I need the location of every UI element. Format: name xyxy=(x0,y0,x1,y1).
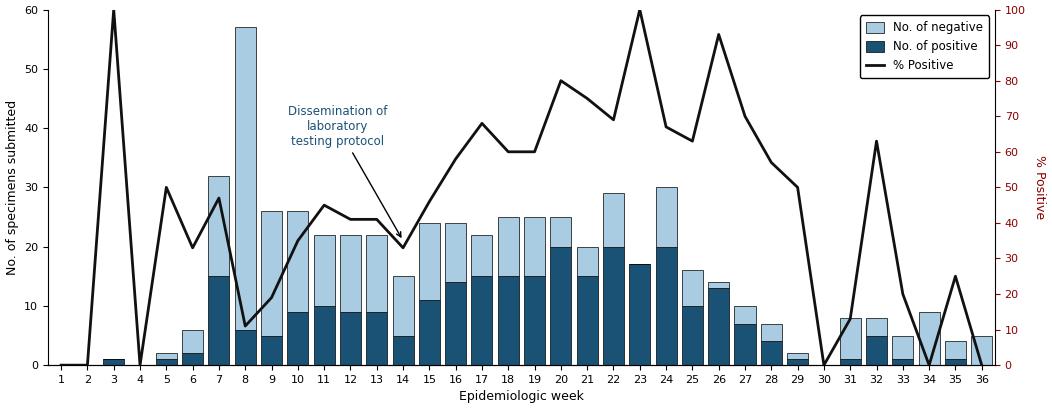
X-axis label: Epidemiologic week: Epidemiologic week xyxy=(459,391,584,403)
Bar xyxy=(445,282,466,365)
Bar xyxy=(629,264,650,365)
Bar xyxy=(971,335,992,365)
Bar xyxy=(103,359,124,365)
Bar xyxy=(524,217,545,276)
Bar xyxy=(945,342,966,359)
Bar xyxy=(761,324,782,342)
Bar xyxy=(340,312,361,365)
Bar xyxy=(392,276,413,335)
Bar xyxy=(419,300,440,365)
Bar xyxy=(471,235,492,276)
Bar xyxy=(524,276,545,365)
Bar xyxy=(366,312,387,365)
Bar xyxy=(498,217,519,276)
Bar xyxy=(261,211,282,335)
Bar xyxy=(734,306,755,324)
Legend: No. of negative, No. of positive, % Positive: No. of negative, No. of positive, % Posi… xyxy=(861,16,989,78)
Bar xyxy=(235,330,256,365)
Bar xyxy=(208,276,229,365)
Bar xyxy=(498,276,519,365)
Bar xyxy=(287,312,308,365)
Bar xyxy=(655,187,676,247)
Bar xyxy=(655,247,676,365)
Bar xyxy=(182,330,203,353)
Bar xyxy=(787,359,808,365)
Bar xyxy=(261,335,282,365)
Text: Dissemination of
laboratory
testing protocol: Dissemination of laboratory testing prot… xyxy=(287,105,401,237)
Bar xyxy=(682,270,703,306)
Bar xyxy=(708,282,729,288)
Bar xyxy=(445,223,466,282)
Bar xyxy=(313,306,335,365)
Bar xyxy=(892,359,913,365)
Bar xyxy=(156,359,177,365)
Bar xyxy=(392,335,413,365)
Bar xyxy=(839,318,861,359)
Bar xyxy=(340,235,361,312)
Bar xyxy=(603,193,624,247)
Bar xyxy=(550,217,571,247)
Bar xyxy=(918,312,939,365)
Bar xyxy=(419,223,440,300)
Bar xyxy=(603,247,624,365)
Bar xyxy=(182,353,203,365)
Bar xyxy=(156,353,177,359)
Bar xyxy=(682,306,703,365)
Bar xyxy=(576,247,598,276)
Bar xyxy=(787,353,808,359)
Bar xyxy=(866,335,887,365)
Y-axis label: No. of specimens submitted: No. of specimens submitted xyxy=(5,100,19,275)
Bar xyxy=(550,247,571,365)
Bar xyxy=(945,359,966,365)
Bar xyxy=(471,276,492,365)
Bar xyxy=(576,276,598,365)
Bar xyxy=(708,288,729,365)
Bar xyxy=(734,324,755,365)
Y-axis label: % Positive: % Positive xyxy=(1033,155,1047,219)
Bar xyxy=(761,342,782,365)
Bar xyxy=(287,211,308,312)
Bar xyxy=(235,27,256,330)
Bar xyxy=(208,175,229,276)
Bar xyxy=(313,235,335,306)
Bar xyxy=(892,335,913,359)
Bar xyxy=(839,359,861,365)
Bar xyxy=(366,235,387,312)
Bar xyxy=(866,318,887,335)
